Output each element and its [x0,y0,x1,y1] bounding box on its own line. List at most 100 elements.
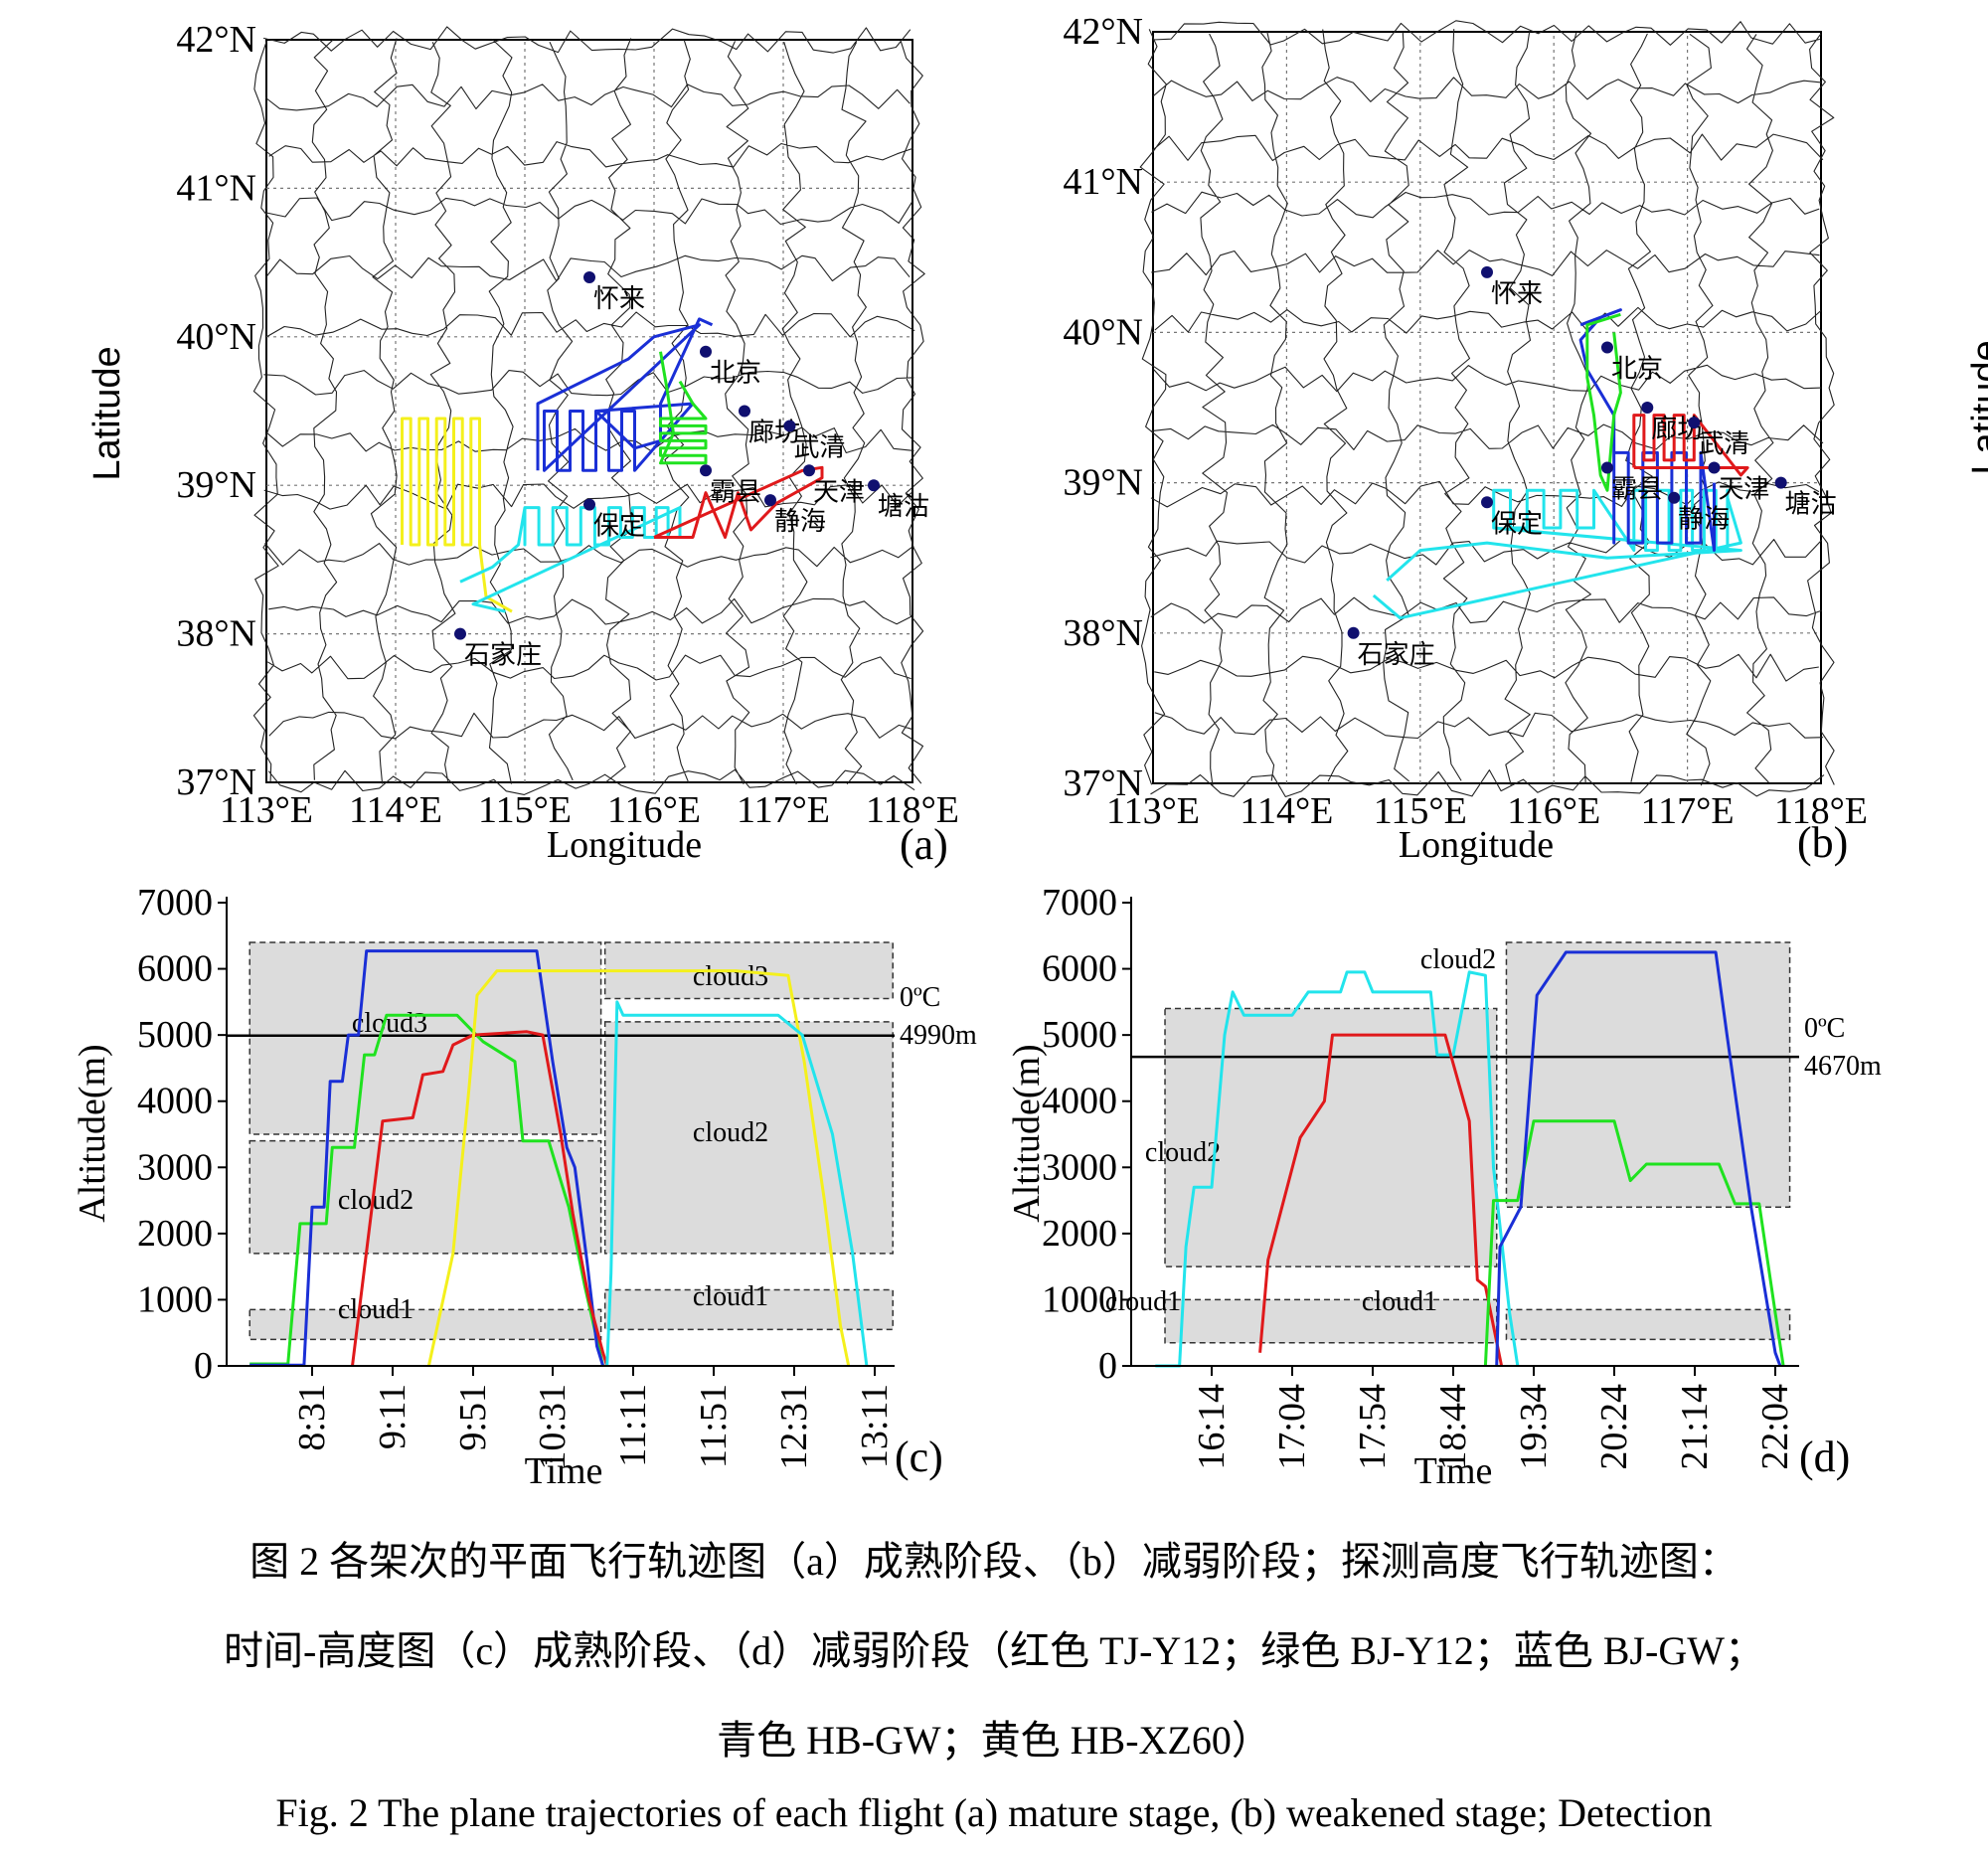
city-label: 塘沽 [1785,490,1837,519]
cloud-boxes [1164,941,1791,1344]
x-axis-title: Time [1414,1450,1493,1492]
cloud-label: cloud2 [1420,944,1496,975]
city-dot [764,494,776,507]
city-label: 怀来 [593,284,645,313]
longitude-tick-label: 116°E [1507,790,1600,832]
city-dot [1774,476,1787,489]
series-line-hb-gw [1155,970,1520,1368]
zero-isotherm-label: 0ºC [900,982,940,1013]
city-label: 保定 [1491,509,1543,538]
city-label: 武清 [794,432,846,461]
series-line-bj-gw [249,949,605,1367]
cloud-label: cloud1 [693,1281,768,1312]
x-tick-label: 10:31 [532,1384,574,1470]
longitude-tick-label: 113°E [220,789,313,831]
latitude-tick-label: 38°N [176,613,256,655]
longitude-tick-label: 115°E [1374,790,1467,832]
x-axis-title: Time [525,1450,603,1492]
zero-isotherm-value: 4990m [900,1020,977,1051]
track-hb-xz60 [401,417,513,613]
longitude-tick-label: 118°E [1774,790,1868,832]
latitude-tick-label: 38°N [1063,612,1143,654]
city-dot [700,345,712,358]
map-gridlines [266,40,912,782]
y-tick-label: 6000 [137,948,213,990]
longitude-tick-label: 114°E [349,789,442,831]
x-tick-label: 8:31 [291,1384,333,1451]
city-label: 石家庄 [464,641,542,670]
x-tick-label: 9:51 [452,1384,494,1451]
panel-tag: (d) [1799,1433,1850,1481]
city-label: 北京 [710,359,761,388]
cloud-label: cloud2 [1145,1137,1221,1168]
y-tick-label: 3000 [1042,1146,1117,1188]
x-tick-label: 12:31 [773,1384,815,1470]
x-tick-label: 13:11 [854,1384,896,1468]
cloud-label: cloud1 [1105,1286,1181,1317]
city-dot [583,271,595,284]
latitude-tick-label: 37°N [176,761,256,803]
cloud-label: cloud3 [352,1008,427,1039]
city-label: 武清 [1698,429,1749,458]
y-tick-label: 3000 [137,1146,213,1188]
city-dot [1708,461,1721,474]
city-label: 天津 [1718,474,1769,503]
x-tick-label: 19:34 [1513,1384,1555,1470]
cloud-label: cloud3 [693,961,768,992]
city-dot [783,420,796,432]
figure-caption-zh-line3: 青色 HB-GW；黄色 HB-XZ60） [717,1718,1271,1763]
cloud-layer-box [248,1308,602,1341]
city-dot [868,479,880,492]
x-tick-label: 17:54 [1352,1384,1394,1470]
city-dot [1600,341,1613,354]
cloud-layer-box [1164,1298,1498,1344]
flight-tracks [1372,308,1749,620]
latitude-tick-label: 39°N [176,464,256,506]
x-tick-label: 18:44 [1432,1384,1474,1470]
latitude-tick-label: 42°N [1063,11,1143,53]
x-tick-label: 11:11 [612,1384,654,1467]
track-bj-y12 [1585,312,1622,492]
longitude-tick-labels: 113°E 114°E 115°E 116°E 117°E 118°E [1106,790,1868,832]
x-tick-label: 21:14 [1674,1384,1716,1470]
y-tick-label: 1000 [1042,1278,1117,1320]
x-tick-label: 17:04 [1271,1384,1313,1470]
y-axis-title: Latitude [86,346,128,480]
altitude-chart-d: cloud2 cloud1 cloud2 cloud1 0ºC 4670m 0 1000 200… [1006,882,1882,1492]
y-tick-label: 0 [194,1345,213,1387]
longitude-tick-label: 118°E [866,789,959,831]
city-dot [583,498,595,511]
cloud-boxes [248,941,894,1341]
figure-caption-zh-line1: 图 2 各架次的平面飞行轨迹图（a）成熟阶段、（b）减弱阶段；探测高度飞行轨迹图… [249,1539,1739,1584]
figure-caption-zh-line2: 时间-高度图（c）成熟阶段、（d）减弱阶段（红色 TJ-Y12；绿色 BJ-Y1… [224,1628,1764,1673]
x-tick-label: 9:11 [372,1384,414,1449]
city-dot [700,464,712,477]
longitude-tick-label: 116°E [607,789,701,831]
panel-tag-b: (b) [1797,818,1848,867]
zero-isotherm-value: 4670m [1804,1051,1882,1082]
y-tick-label: 7000 [137,882,213,924]
city-dot [1688,417,1701,429]
longitude-tick-label: 115°E [478,789,572,831]
city-dot [803,464,815,477]
latitude-tick-label: 40°N [1063,311,1143,353]
cloud-label: cloud1 [1362,1286,1437,1317]
latitude-tick-labels: 37°N 38°N 39°N 40°N 41°N 42°N [176,19,256,803]
series-line-hb-xz60 [426,969,851,1367]
latitude-tick-label: 40°N [176,316,256,358]
panel-tag: (c) [895,1433,943,1481]
cloud-layer-box [248,1139,602,1255]
latitude-tick-labels: 37°N 38°N 39°N 40°N 41°N 42°N [1063,11,1143,804]
track-bj-gw [1578,308,1716,553]
track-hb-gw [459,506,682,613]
longitude-tick-label: 113°E [1106,790,1200,832]
city-label: 石家庄 [1358,640,1435,669]
series-line-bj-y12 [249,1013,605,1367]
cloud-label: cloud2 [338,1185,414,1216]
cloud-label: cloud2 [693,1117,768,1148]
city-dot [454,627,466,640]
y-tick-label: 7000 [1042,882,1117,924]
